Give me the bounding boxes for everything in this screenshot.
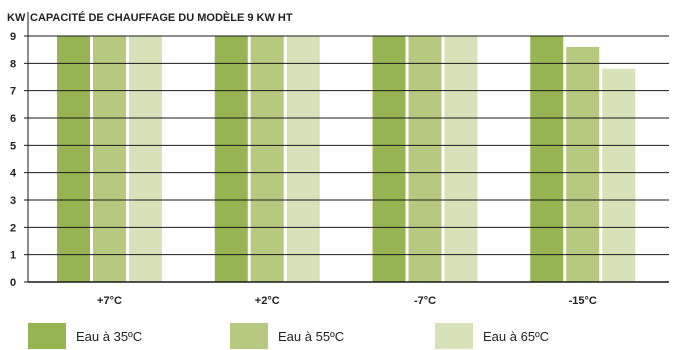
x-tick-label: +2°C bbox=[255, 295, 280, 307]
y-axis-label: KW bbox=[7, 12, 26, 24]
bar bbox=[93, 36, 126, 282]
legend-swatch-35 bbox=[28, 323, 66, 349]
bar bbox=[129, 36, 162, 282]
bar bbox=[373, 36, 406, 282]
y-tick-labels: 0 1 2 3 4 5 6 7 8 9 bbox=[10, 31, 17, 289]
legend-label-65: Eau à 65ºC bbox=[483, 329, 549, 344]
y-tick-label: 2 bbox=[10, 222, 16, 234]
legend-label-35: Eau à 35ºC bbox=[76, 329, 142, 344]
bar bbox=[251, 36, 284, 282]
bar bbox=[530, 36, 563, 282]
y-tick-label: 4 bbox=[10, 168, 17, 180]
legend-item-55: Eau à 55ºC bbox=[230, 324, 344, 348]
bar bbox=[602, 69, 635, 282]
y-tick-label: 7 bbox=[10, 86, 16, 98]
x-tick-label: +7°C bbox=[97, 295, 122, 307]
y-tick-label: 6 bbox=[10, 113, 16, 125]
y-tick-label: 8 bbox=[10, 58, 16, 70]
legend: Eau à 35ºC Eau à 55ºC Eau à 65ºC bbox=[0, 320, 676, 348]
legend-swatch-65 bbox=[435, 323, 473, 349]
bar bbox=[409, 36, 442, 282]
bar bbox=[566, 47, 599, 282]
bar bbox=[57, 36, 90, 282]
y-tick-label: 3 bbox=[10, 195, 16, 207]
bar bbox=[215, 36, 248, 282]
y-tick-label: 5 bbox=[10, 140, 16, 152]
legend-label-55: Eau à 55ºC bbox=[278, 329, 344, 344]
legend-item-35: Eau à 35ºC bbox=[28, 324, 142, 348]
x-tick-label: -7°C bbox=[414, 295, 436, 307]
bar bbox=[287, 36, 320, 282]
legend-swatch-55 bbox=[230, 323, 268, 349]
y-tick-label: 9 bbox=[10, 31, 16, 43]
legend-item-65: Eau à 65ºC bbox=[435, 324, 549, 348]
x-tick-label: -15°C bbox=[569, 295, 597, 307]
x-tick-labels: +7°C +2°C -7°C -15°C bbox=[97, 295, 597, 307]
y-tick-label: 0 bbox=[10, 277, 16, 289]
y-tick-label: 1 bbox=[10, 250, 16, 262]
bar bbox=[445, 36, 478, 282]
chart-title: CAPACITÉ DE CHAUFFAGE DU MODÈLE 9 KW HT bbox=[30, 11, 293, 24]
bars bbox=[57, 36, 635, 282]
bar-chart: KW CAPACITÉ DE CHAUFFAGE DU MODÈLE 9 KW … bbox=[0, 0, 676, 320]
